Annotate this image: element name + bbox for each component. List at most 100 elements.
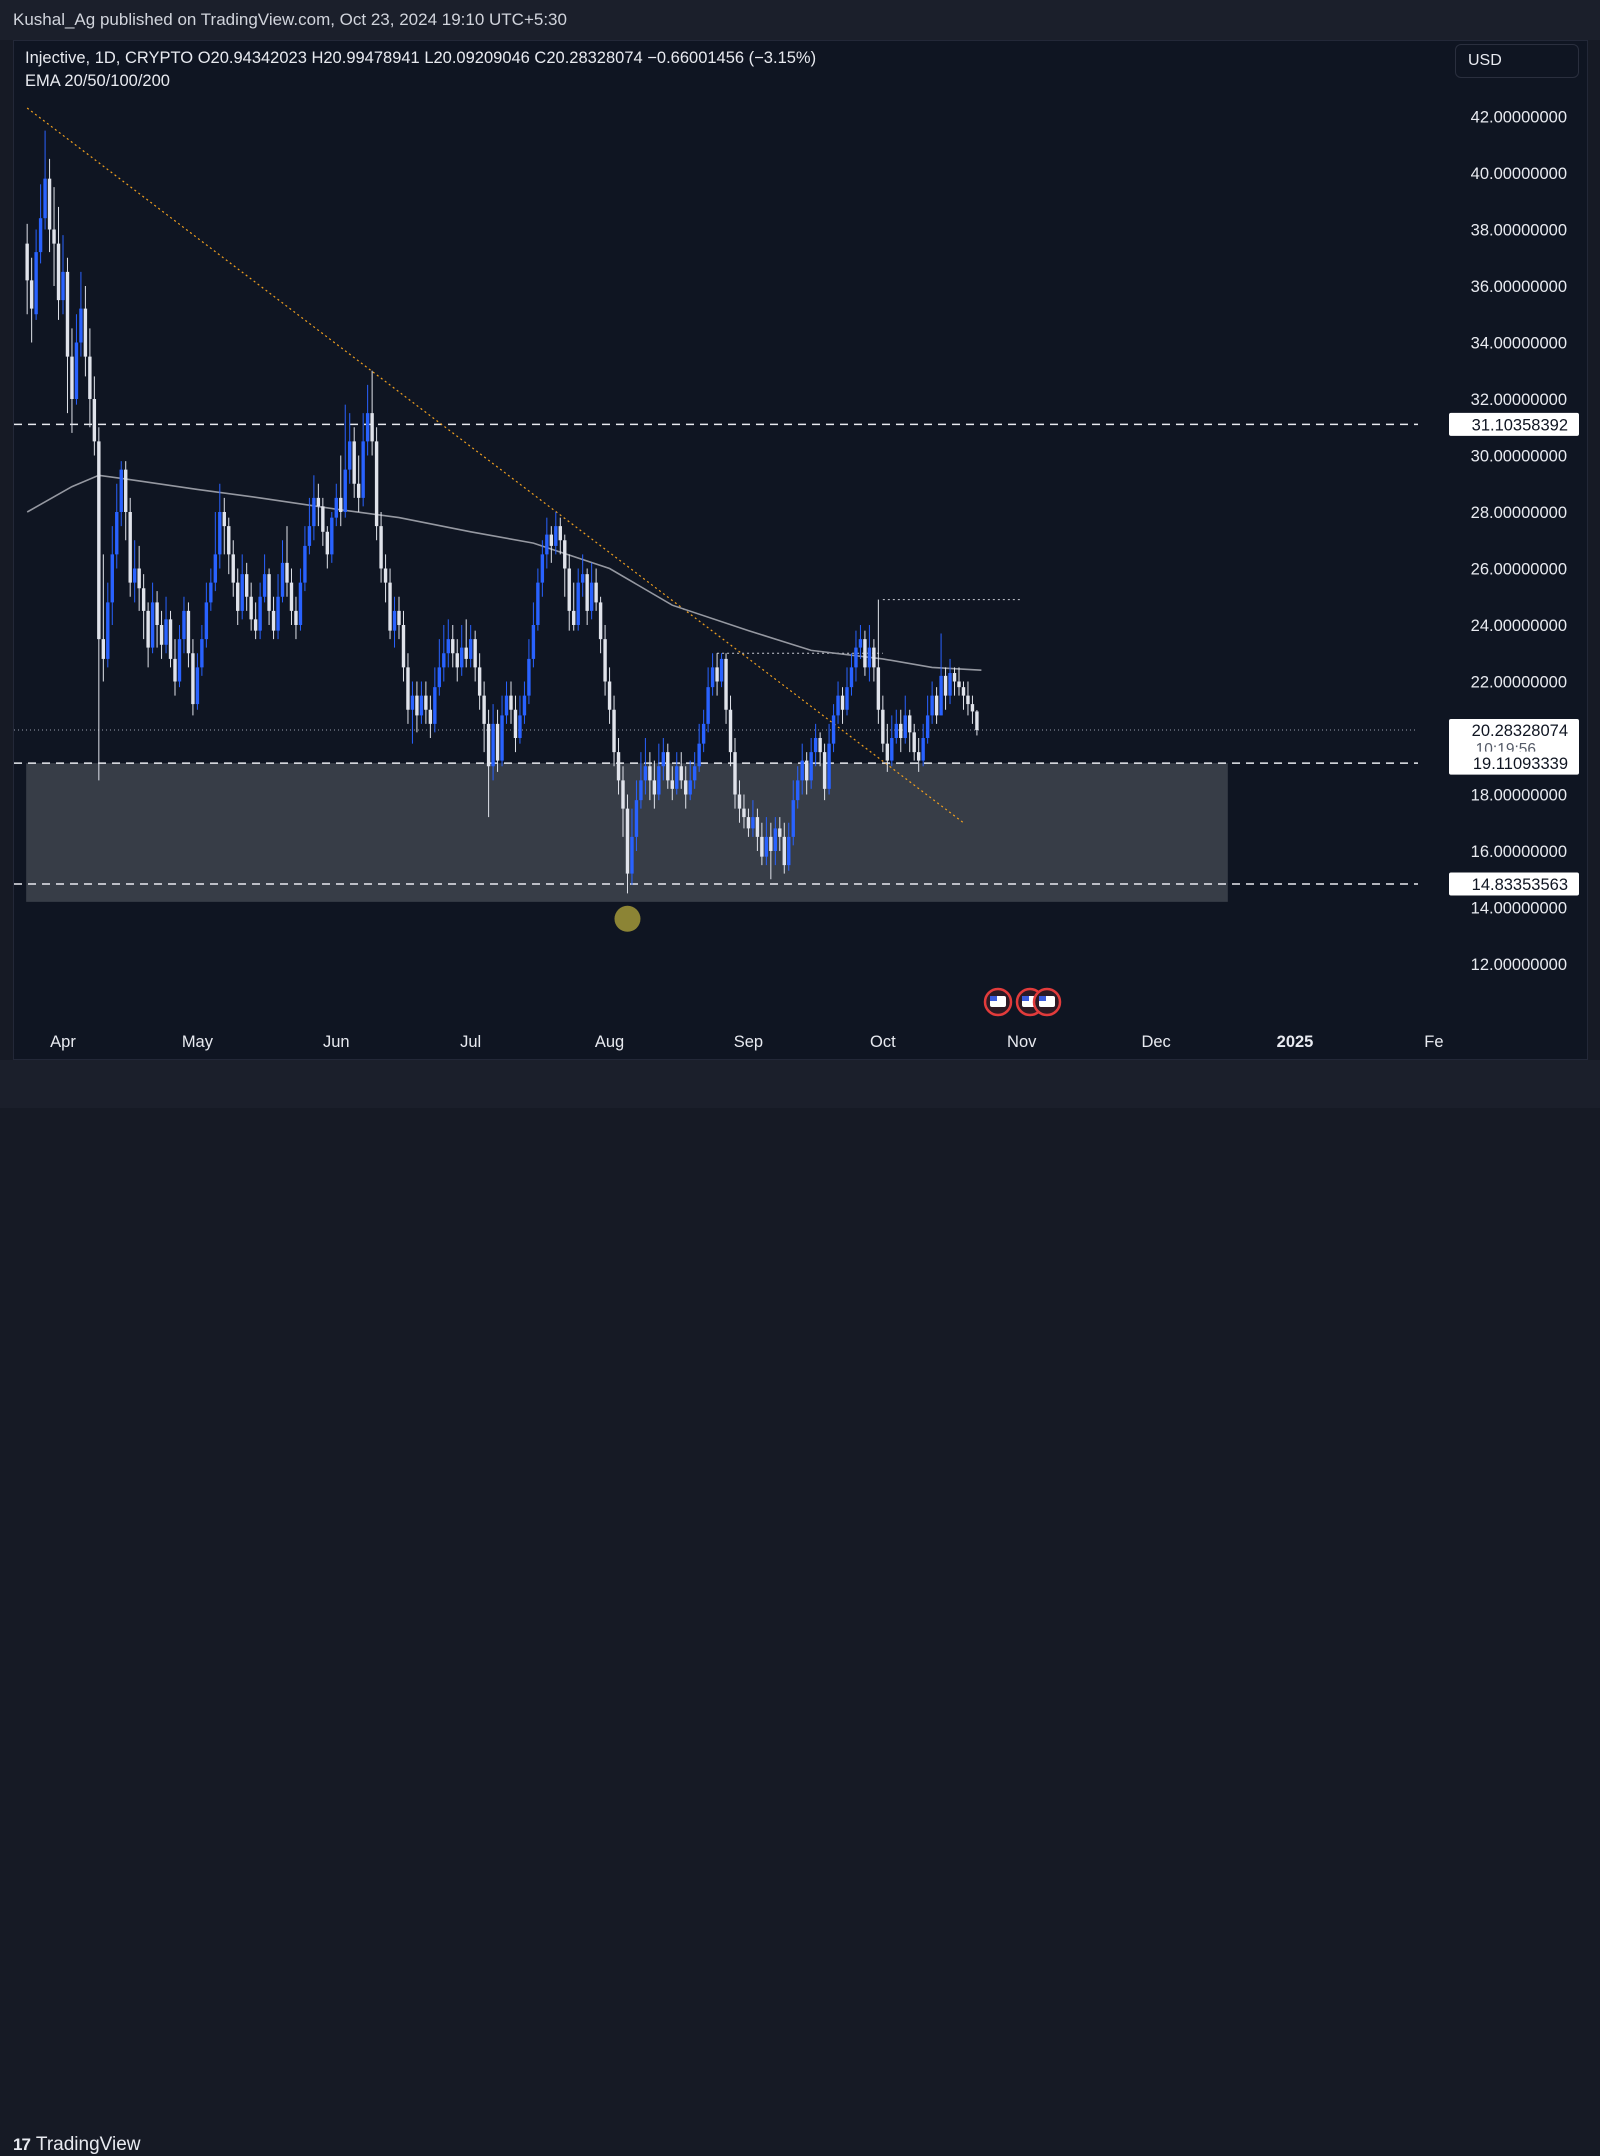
candle-body[interactable] — [603, 639, 607, 682]
candle-body[interactable] — [554, 526, 558, 546]
candle-body[interactable] — [890, 738, 894, 761]
candle-body[interactable] — [29, 280, 34, 309]
candle-body[interactable] — [518, 715, 522, 738]
candle-body[interactable] — [34, 252, 38, 315]
candle-body[interactable] — [858, 639, 863, 648]
candle-body[interactable] — [769, 836, 773, 851]
candle-body[interactable] — [634, 800, 639, 837]
candle-body[interactable] — [719, 658, 724, 682]
candle-body[interactable] — [79, 308, 83, 343]
candle-body[interactable] — [724, 658, 728, 710]
candle-body[interactable] — [589, 582, 594, 611]
candle-body[interactable] — [885, 743, 890, 761]
candle-body[interactable] — [706, 687, 710, 724]
candle-body[interactable] — [352, 441, 356, 484]
candle-body[interactable] — [957, 681, 961, 688]
candle-body[interactable] — [361, 441, 365, 498]
candle-body[interactable] — [822, 752, 827, 789]
candle-body[interactable] — [424, 695, 428, 710]
candle-body[interactable] — [200, 639, 204, 668]
candle-body[interactable] — [410, 695, 415, 710]
candle-body[interactable] — [253, 619, 258, 631]
candle-body[interactable] — [155, 602, 159, 625]
candle-body[interactable] — [912, 732, 916, 753]
candle-body[interactable] — [271, 610, 276, 631]
candle-body[interactable] — [921, 738, 925, 761]
candle-body[interactable] — [872, 647, 876, 668]
candle-body[interactable] — [74, 342, 79, 400]
candle-body[interactable] — [934, 695, 939, 716]
candle-body[interactable] — [388, 582, 392, 631]
candle-body[interactable] — [612, 709, 616, 753]
candle-body[interactable] — [159, 625, 164, 645]
candle-body[interactable] — [572, 610, 576, 625]
candle-body[interactable] — [791, 800, 795, 837]
candle-body[interactable] — [401, 625, 406, 668]
candle-body[interactable] — [710, 667, 715, 688]
candle-body[interactable] — [339, 497, 343, 512]
candle-body[interactable] — [625, 808, 630, 874]
candle-body[interactable] — [818, 738, 822, 753]
candle-body[interactable] — [495, 723, 500, 761]
candle-body[interactable] — [813, 738, 818, 753]
candle-body[interactable] — [598, 602, 603, 640]
candle-body[interactable] — [849, 667, 854, 688]
candle-body[interactable] — [975, 711, 979, 731]
candle-body[interactable] — [61, 271, 65, 301]
candle-body[interactable] — [186, 610, 191, 654]
candle-body[interactable] — [124, 469, 128, 512]
trendline[interactable] — [26, 107, 964, 824]
candle-body[interactable] — [607, 681, 612, 710]
candle-body[interactable] — [787, 836, 791, 866]
low-marker[interactable] — [614, 905, 641, 932]
price-label-box[interactable] — [1449, 751, 1579, 775]
candle-body[interactable] — [482, 695, 486, 724]
candle-body[interactable] — [365, 413, 370, 442]
candle-body[interactable] — [356, 483, 361, 498]
candle-body[interactable] — [303, 545, 307, 583]
candle-body[interactable] — [545, 534, 549, 555]
candle-body[interactable] — [177, 639, 182, 682]
candle-body[interactable] — [334, 497, 338, 518]
candle-body[interactable] — [473, 639, 477, 668]
candle-body[interactable] — [83, 308, 88, 357]
price-label-box[interactable] — [1449, 412, 1579, 436]
candle-body[interactable] — [419, 695, 424, 716]
candle-body[interactable] — [164, 619, 168, 645]
candle-body[interactable] — [56, 243, 61, 301]
candle-body[interactable] — [652, 780, 657, 795]
candle-body[interactable] — [289, 582, 294, 611]
candle-body[interactable] — [348, 441, 352, 470]
candle-body[interactable] — [809, 752, 813, 781]
candle-body[interactable] — [500, 715, 504, 761]
candle-body[interactable] — [298, 582, 303, 625]
candle-body[interactable] — [804, 760, 809, 781]
candle-body[interactable] — [343, 469, 347, 512]
candle-body[interactable] — [294, 610, 298, 625]
candle-body[interactable] — [531, 625, 536, 659]
candle-body[interactable] — [460, 647, 464, 668]
candle-body[interactable] — [240, 574, 244, 611]
candle-body[interactable] — [688, 780, 692, 795]
candle-body[interactable] — [374, 441, 379, 527]
candle-body[interactable] — [437, 667, 442, 688]
candle-body[interactable] — [101, 639, 106, 659]
candle-body[interactable] — [800, 760, 804, 781]
candle-body[interactable] — [522, 695, 527, 716]
candle-body[interactable] — [477, 667, 482, 696]
candle-body[interactable] — [451, 639, 455, 654]
candle-body[interactable] — [961, 687, 966, 696]
candle-body[interactable] — [280, 562, 285, 597]
candle-body[interactable] — [643, 766, 648, 781]
candle-body[interactable] — [925, 715, 930, 738]
candle-body[interactable] — [218, 512, 222, 555]
candle-body[interactable] — [580, 574, 585, 583]
candle-body[interactable] — [952, 673, 957, 682]
candle-body[interactable] — [840, 695, 845, 710]
candle-body[interactable] — [648, 766, 652, 781]
candle-body[interactable] — [316, 497, 321, 507]
candle-body[interactable] — [755, 817, 760, 837]
candle-body[interactable] — [621, 780, 625, 809]
candle-body[interactable] — [106, 602, 110, 659]
candle-body[interactable] — [415, 695, 419, 716]
